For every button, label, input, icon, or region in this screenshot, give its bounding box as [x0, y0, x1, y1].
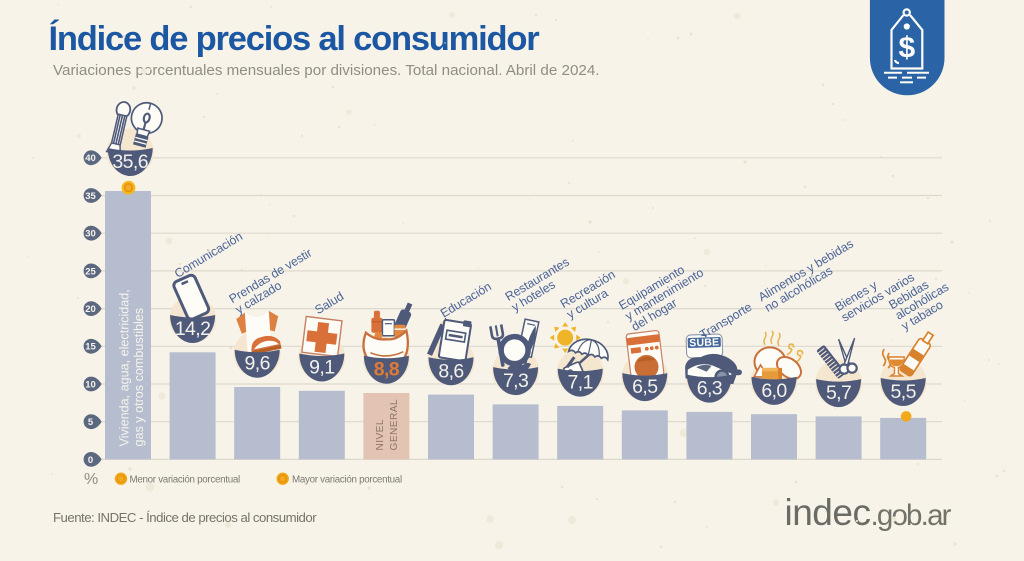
- svg-text:Salud: Salud: [312, 289, 346, 317]
- svg-text:9,6: 9,6: [245, 353, 270, 375]
- svg-text:Mayor variación porcentual: Mayor variación porcentual: [292, 474, 402, 485]
- svg-text:Transporte: Transporte: [697, 300, 754, 342]
- svg-text:%: %: [84, 471, 98, 488]
- svg-text:GENERAL: GENERAL: [389, 399, 400, 451]
- svg-text:5,5: 5,5: [891, 381, 917, 403]
- svg-text:Equipamientoy mantenimientodel: Equipamientoy mantenimientodel hogar: [616, 255, 712, 334]
- svg-text:Recreacióny cultura: Recreacióny cultura: [558, 267, 624, 321]
- svg-text:20: 20: [85, 304, 96, 315]
- svg-text:0: 0: [88, 455, 93, 466]
- svg-text:5,7: 5,7: [826, 382, 851, 404]
- svg-text:9,1: 9,1: [309, 357, 334, 379]
- svg-text:10: 10: [85, 379, 96, 390]
- svg-text:gas y otros combustibles: gas y otros combustibles: [132, 308, 146, 447]
- svg-text:5: 5: [88, 417, 94, 428]
- svg-text:25: 25: [85, 266, 96, 277]
- svg-text:Educación: Educación: [438, 279, 494, 320]
- svg-text:Vivienda, agua, electricidad,: Vivienda, agua, electricidad,: [118, 289, 132, 446]
- svg-text:Prendas de vestiry calzado: Prendas de vestiry calzado: [227, 246, 321, 317]
- svg-text:6,5: 6,5: [632, 376, 658, 398]
- svg-text:Menor variación porcentual: Menor variación porcentual: [130, 474, 240, 485]
- svg-text:SUBE: SUBE: [689, 336, 719, 349]
- svg-text:NIVEL: NIVEL: [375, 419, 386, 450]
- svg-text:Comunicación: Comunicación: [172, 229, 245, 281]
- svg-text:8,8: 8,8: [374, 359, 400, 381]
- svg-text:15: 15: [85, 342, 96, 353]
- svg-text:6,3: 6,3: [697, 378, 722, 400]
- svg-text:30: 30: [85, 229, 96, 240]
- svg-text:7,1: 7,1: [568, 372, 593, 394]
- svg-text:$: $: [898, 32, 915, 65]
- svg-text:7,3: 7,3: [503, 370, 528, 392]
- svg-text:35: 35: [85, 191, 96, 202]
- svg-text:8,6: 8,6: [438, 360, 463, 382]
- svg-text:40: 40: [85, 153, 96, 164]
- svg-text:6,0: 6,0: [761, 380, 787, 402]
- svg-text:35,6: 35,6: [112, 151, 148, 173]
- svg-text:14,2: 14,2: [175, 318, 211, 340]
